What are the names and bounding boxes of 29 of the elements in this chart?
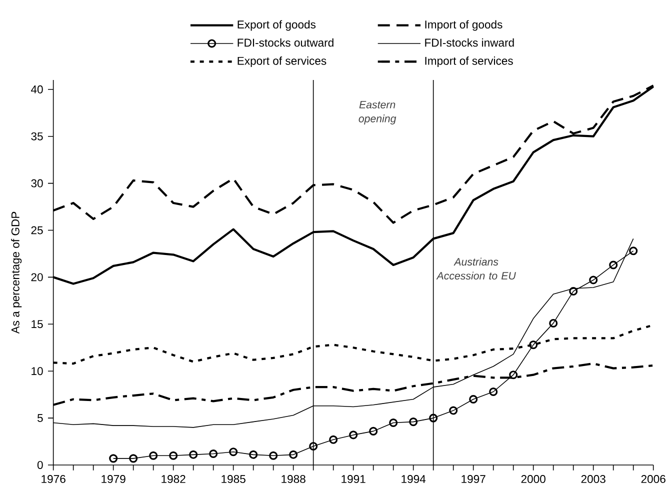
y-tick-label: 15: [32, 320, 43, 328]
y-tick-label: 20: [31, 273, 43, 282]
legend-label: FDI-stocks inward: [425, 38, 514, 47]
y-tick-label: 5: [37, 414, 43, 422]
x-tick-label: 1976: [42, 475, 66, 484]
y-tick-label: 25: [31, 226, 43, 234]
legend-label: Import of goods: [425, 20, 502, 31]
y-axis-title: As a percentage of GDP: [11, 212, 22, 334]
x-tick-label: 2006: [641, 475, 666, 484]
annotation: Austrians Accession to EU: [436, 258, 516, 280]
x-tick-label: 2000: [521, 475, 546, 484]
legend-label: FDI-stocks outward: [238, 38, 334, 47]
x-tick-label: 1982: [162, 475, 186, 484]
x-tick-label: 1985: [222, 475, 246, 484]
legend-label: Import of services: [425, 56, 513, 68]
x-tick-label: 1997: [462, 475, 486, 484]
annotation: Eastern opening: [358, 100, 396, 124]
x-tick-label: 2003: [581, 475, 606, 484]
y-tick-label: 10: [32, 367, 43, 376]
x-tick-label: 1994: [402, 475, 426, 484]
y-tick-label: 30: [31, 179, 43, 188]
legend-label: Export of goods: [238, 20, 316, 31]
y-tick-label: 40: [31, 85, 43, 94]
legend-label: Export of services: [238, 56, 326, 68]
y-tick-label: 35: [31, 132, 43, 140]
x-tick-label: 1988: [282, 475, 306, 484]
x-tick-label: 1979: [102, 475, 126, 484]
x-tick-label: 1991: [342, 475, 366, 484]
y-tick-label: 0: [37, 461, 43, 469]
